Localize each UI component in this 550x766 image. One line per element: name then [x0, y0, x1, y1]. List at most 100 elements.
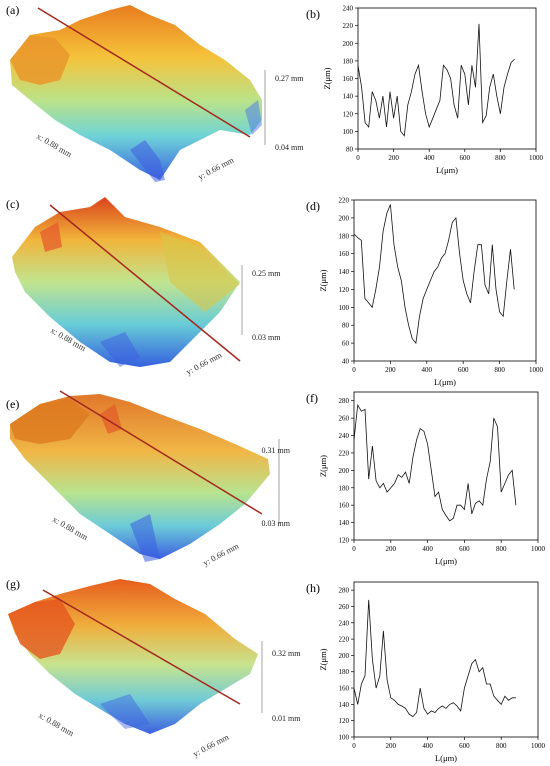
z-top-label-e: 0.31 mm: [262, 446, 291, 455]
y-tick-label: 280: [339, 397, 350, 405]
y-tick-label: 240: [339, 432, 350, 440]
y-axis-title: Z(μm): [318, 648, 328, 670]
y-tick-label: 220: [339, 636, 350, 644]
x-axis-title: L(μm): [434, 377, 456, 387]
z-bottom-label-e: 0.03 mm: [262, 519, 291, 528]
y-axis-label-e: y: 0.66 mm: [201, 540, 240, 567]
panel-label: (h): [306, 581, 320, 595]
profile-line-e: [59, 390, 263, 515]
x-tick-label: 200: [386, 545, 397, 553]
y-tick-label: 120: [339, 286, 350, 294]
y-tick-label: 180: [339, 484, 350, 492]
panel-label-a: (a): [6, 3, 19, 17]
y-tick-label: 120: [339, 537, 350, 545]
y-tick-label: 140: [339, 268, 350, 276]
z-top-label-a: 0.27 mm: [275, 74, 304, 83]
y-axis-title: Z(μm): [318, 269, 328, 291]
z-bottom-label-c: 0.03 mm: [252, 333, 281, 342]
panel-label: (f): [306, 391, 318, 405]
x-tick-label: 800: [496, 545, 507, 553]
y-axis-label-g: y: 0.66 mm: [191, 731, 230, 758]
panel-label-g: (g): [6, 577, 20, 591]
y-tick-label: 140: [339, 519, 350, 527]
x-tick-label: 600: [459, 545, 470, 553]
y-axis-title: Z(μm): [322, 67, 332, 89]
z-top-label-c: 0.25 mm: [252, 269, 281, 278]
y-tick-label: 240: [343, 5, 354, 13]
y-tick-label: 100: [343, 128, 354, 136]
y-tick-label: 180: [343, 57, 354, 65]
y-tick-label: 160: [343, 75, 354, 83]
y-axis-label-a: y: 0.66 mm: [196, 154, 235, 181]
x-tick-label: 400: [422, 545, 433, 553]
x-tick-label: 1000: [531, 742, 546, 750]
surface-3d-panel-c: (c) 0.25 mm 0.03 mm x: 0.88 mm y: 0.66 m…: [6, 197, 281, 377]
y-axis-title: Z(μm): [318, 455, 328, 477]
y-tick-label: 180: [339, 668, 350, 676]
profile-line-c: [49, 204, 241, 362]
x-axis-title: L(μm): [435, 556, 457, 566]
y-tick-label: 140: [343, 93, 354, 101]
x-tick-label: 200: [386, 742, 397, 750]
surface-3d-panel-e: (e) 0.31 mm 0.03 mm x: 0.88 mm y: 0.66 m…: [6, 390, 291, 568]
y-tick-label: 40: [342, 358, 350, 366]
profile-line-a: [37, 7, 251, 138]
x-tick-label: 400: [422, 742, 433, 750]
y-tick-label: 140: [339, 701, 350, 709]
y-tick-label: 200: [343, 40, 354, 48]
x-tick-label: 800: [494, 366, 505, 374]
y-tick-label: 260: [339, 415, 350, 423]
y-tick-label: 100: [339, 304, 350, 312]
y-tick-label: 100: [339, 734, 350, 742]
z-top-label-g: 0.32 mm: [272, 649, 301, 658]
surface-3d-panel-g: (g) 0.32 mm 0.01 mm x: 0.88 mm y: 0.66 m…: [6, 577, 301, 759]
x-tick-label: 0: [352, 742, 356, 750]
profile-chart-d: (d) 0 200 400 600 800 1000 40 60 80 100 120 140 160 18…: [306, 197, 544, 388]
y-tick-label: 160: [339, 685, 350, 693]
panel-label-e: (e): [6, 397, 19, 411]
surface-a: [10, 5, 262, 180]
z-bottom-label-g: 0.01 mm: [272, 714, 301, 723]
y-tick-label: 120: [343, 110, 354, 118]
surface-c: [12, 197, 240, 367]
y-tick-label: 260: [339, 603, 350, 611]
profile-chart-h: (h) 0 200 400 600 800 1000 100 120 140 160 180 200 22…: [306, 581, 546, 763]
profile-chart-b: (b) 0 200 400 600 800 1000 80 100 120 140 160 180 200…: [306, 5, 544, 176]
surface-e: [10, 394, 270, 559]
x-tick-label: 800: [496, 742, 507, 750]
x-tick-label: 200: [385, 366, 396, 374]
x-tick-label: 600: [460, 154, 471, 162]
y-tick-label: 200: [339, 214, 350, 222]
x-axis-label-a: x: 0.88 mm: [35, 131, 74, 159]
y-tick-label: 220: [339, 449, 350, 457]
x-tick-label: 800: [495, 154, 506, 162]
x-axis-label-e: x: 0.88 mm: [51, 514, 90, 542]
profile-series-line: [353, 599, 516, 718]
y-tick-label: 60: [342, 340, 350, 348]
y-tick-label: 220: [343, 22, 354, 30]
x-tick-label: 0: [352, 366, 356, 374]
y-tick-label: 220: [339, 197, 350, 205]
x-axis-title: L(μm): [435, 753, 457, 763]
z-bottom-label-a: 0.04 mm: [275, 143, 304, 152]
x-tick-label: 0: [356, 154, 360, 162]
y-tick-label: 280: [339, 587, 350, 595]
y-tick-label: 160: [339, 250, 350, 258]
x-axis-title: L(μm): [436, 165, 458, 175]
panel-label: (d): [306, 199, 320, 213]
x-tick-label: 0: [352, 545, 356, 553]
y-tick-label: 80: [346, 146, 354, 154]
x-tick-label: 1000: [531, 545, 546, 553]
profile-line-g: [42, 589, 241, 705]
y-tick-label: 80: [342, 322, 350, 330]
y-tick-label: 240: [339, 619, 350, 627]
profile-series-line: [353, 403, 517, 522]
y-tick-label: 160: [339, 502, 350, 510]
plot-frame: [357, 7, 537, 150]
x-tick-label: 1000: [529, 366, 544, 374]
x-tick-label: 400: [424, 154, 435, 162]
x-tick-label: 200: [388, 154, 399, 162]
y-tick-label: 120: [339, 717, 350, 725]
y-tick-label: 200: [339, 467, 350, 475]
